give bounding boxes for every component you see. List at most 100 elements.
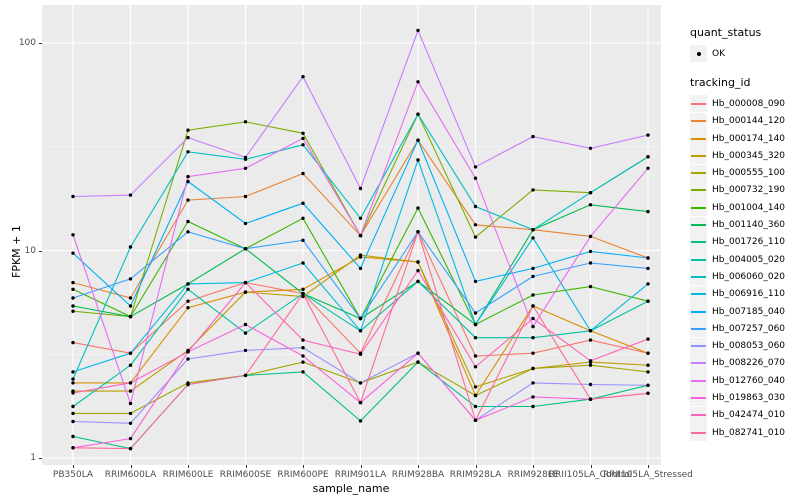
x-tick-label: RRII105LA_Stressed	[603, 470, 693, 480]
data-point	[71, 304, 75, 308]
legend-item-label: Hb_006060_020	[712, 271, 786, 282]
data-point	[71, 377, 75, 381]
legend-item-Hb_001004_140[interactable]: Hb_001004_140	[690, 199, 798, 217]
legend-item-Hb_007185_040[interactable]: Hb_007185_040	[690, 303, 798, 320]
legend-item-Hb_000144_120[interactable]: Hb_000144_120	[690, 112, 798, 130]
series-color-key-icon	[690, 424, 707, 442]
legend-item-label: Hb_000008_090	[712, 98, 786, 109]
legend-item-Hb_012760_040[interactable]: Hb_012760_040	[690, 372, 798, 390]
data-point	[416, 80, 420, 84]
legend-item-Hb_000345_320[interactable]: Hb_000345_320	[690, 147, 798, 165]
data-point	[646, 299, 650, 303]
x-tick-label: RRIM600LE	[162, 470, 214, 480]
data-point	[128, 411, 133, 416]
x-tick-mark	[590, 465, 592, 468]
x-tick-mark	[73, 465, 74, 468]
data-point	[128, 446, 133, 451]
data-point	[416, 360, 420, 364]
data-point	[71, 233, 75, 237]
series-color-key-icon	[690, 216, 707, 234]
legend-item-Hb_006060_020[interactable]: Hb_006060_020	[690, 268, 798, 286]
data-point	[243, 247, 248, 251]
data-point	[358, 329, 363, 333]
legend-item-Hb_000555_100[interactable]: Hb_000555_100	[690, 164, 798, 182]
data-point	[531, 274, 535, 279]
data-point	[473, 311, 478, 315]
data-point	[358, 316, 363, 321]
data-point	[128, 193, 133, 197]
data-point	[186, 128, 190, 132]
data-point	[243, 194, 248, 199]
data-point	[531, 236, 535, 240]
data-point	[128, 389, 133, 393]
legend-item-Hb_082741_010[interactable]: Hb_082741_010	[690, 424, 798, 442]
data-point	[186, 357, 190, 361]
legend-item-Hb_008053_060[interactable]: Hb_008053_060	[690, 337, 798, 355]
legend-item-Hb_008226_070[interactable]: Hb_008226_070	[690, 354, 798, 372]
data-point	[128, 351, 133, 355]
legend-item-Hb_019863_030[interactable]: Hb_019863_030	[690, 389, 798, 407]
series-color-key-icon	[690, 337, 707, 355]
data-point	[301, 143, 305, 147]
data-point	[416, 138, 420, 142]
data-point	[358, 400, 363, 405]
legend-item-Hb_000732_190[interactable]: Hb_000732_190	[690, 181, 798, 199]
data-point	[358, 381, 363, 385]
data-point	[588, 382, 593, 387]
data-point	[531, 336, 535, 340]
data-point	[301, 75, 305, 79]
data-point	[243, 155, 248, 160]
data-point	[588, 261, 593, 265]
data-point	[186, 219, 190, 224]
data-point	[71, 391, 75, 395]
legend-item-Hb_001140_360[interactable]: Hb_001140_360	[690, 216, 798, 234]
data-point	[186, 179, 190, 184]
data-point	[646, 209, 650, 214]
legend-item-label: Hb_000345_320	[712, 150, 786, 161]
data-point	[531, 228, 535, 232]
data-point	[301, 261, 305, 265]
data-point	[358, 253, 363, 257]
legend-item-Hb_006916_110[interactable]: Hb_006916_110	[690, 285, 798, 303]
series-color-key-icon	[690, 406, 707, 424]
data-point	[646, 155, 650, 159]
legend-item-Hb_001726_110[interactable]: Hb_001726_110	[690, 233, 798, 251]
data-point	[473, 322, 478, 327]
data-point	[71, 251, 75, 255]
x-tick-mark	[533, 465, 534, 468]
data-point	[646, 282, 650, 286]
data-point	[71, 446, 75, 450]
legend-item-label: Hb_006916_110	[712, 289, 786, 300]
data-point	[186, 135, 190, 140]
data-point	[71, 434, 75, 439]
y-axis-title: FPKM + 1	[10, 225, 23, 278]
data-point	[243, 166, 248, 170]
legend-item-Hb_007257_060[interactable]: Hb_007257_060	[690, 320, 798, 338]
y-tick-label: 10	[24, 245, 36, 256]
series-color-key-icon	[690, 199, 707, 217]
data-point	[186, 306, 190, 310]
data-point	[71, 280, 75, 285]
legend-item-ok[interactable]: OK	[690, 45, 798, 63]
data-point	[646, 391, 650, 395]
legend-item-Hb_000008_090[interactable]: Hb_000008_090	[690, 95, 798, 113]
x-tick-mark	[360, 465, 362, 468]
legend-item-label: Hb_001004_140	[712, 202, 786, 213]
data-point	[646, 166, 650, 170]
data-point	[531, 351, 535, 355]
legend-item-Hb_000174_140[interactable]: Hb_000174_140	[690, 130, 798, 148]
legend-item-Hb_004005_020[interactable]: Hb_004005_020	[690, 251, 798, 269]
legend: quant_status OK tracking_id Hb_000008_09…	[690, 26, 798, 455]
data-point	[531, 324, 535, 329]
series-color-key-icon	[690, 95, 707, 113]
data-point	[301, 346, 305, 350]
x-tick-mark	[188, 465, 189, 468]
legend-item-label: Hb_000555_100	[712, 168, 786, 179]
data-point	[358, 266, 363, 271]
legend-item-label: Hb_019863_030	[712, 392, 786, 403]
data-point	[531, 304, 535, 308]
data-point	[71, 194, 75, 199]
legend-item-Hb_042474_010[interactable]: Hb_042474_010	[690, 406, 798, 424]
data-point	[186, 198, 190, 202]
series-color-key-icon	[690, 147, 707, 165]
